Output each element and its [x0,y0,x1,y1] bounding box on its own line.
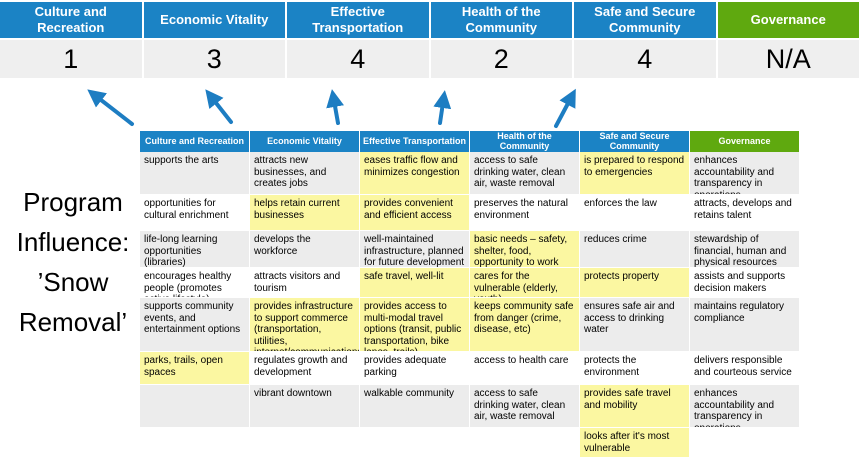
matrix-cell: regulates growth and development [250,352,360,385]
summary-value: 3 [143,40,285,78]
matrix-cell: attracts visitors and tourism [250,268,360,298]
up-left-arrow-icon [205,89,233,124]
matrix-cell: enforces the law [580,195,690,231]
matrix-header-cell: Effective Transportation [360,131,470,152]
matrix-cell: vibrant downtown [250,385,360,428]
matrix-cell: preserves the natural environment [470,195,580,231]
summary-value: 4 [287,40,429,78]
matrix-cell: provides safe travel and mobility [580,385,690,428]
up-left-arrow-icon [87,89,134,126]
matrix-cell: access to safe drinking water, clean air… [470,152,580,195]
up-arrow-icon [326,89,344,125]
summary-value: N/A [717,40,859,78]
matrix-cell: attracts new businesses, and creates job… [250,152,360,195]
matrix-cell: looks after it's most vulnerable [580,428,690,458]
matrix-cell: safe travel, well-lit [360,268,470,298]
summary-header-cell: Culture and Recreation [0,2,142,38]
summary-value: 2 [430,40,572,78]
matrix-cell [360,428,470,458]
program-label-line: Removal’ [18,307,128,337]
matrix-cell: eases traffic flow and minimizes congest… [360,152,470,195]
matrix-cell: life-long learning opportunities (librar… [140,231,250,268]
program-label-line: Program [23,187,123,217]
matrix-cell: well-maintained infrastructure, planned … [360,231,470,268]
matrix-cell [140,385,250,428]
matrix-cell: keeps community safe from danger (crime,… [470,298,580,352]
matrix-cell: opportunities for cultural enrichment [140,195,250,231]
summary-header-cell: Economic Vitality [143,2,285,38]
matrix-cell: encourages healthy people (promotes acti… [140,268,250,298]
matrix-cell: enhances accountability and transparency… [690,385,800,428]
matrix-cell: reduces crime [580,231,690,268]
matrix-cell: cares for the vulnerable (elderly, youth… [470,268,580,298]
matrix-cell: walkable community [360,385,470,428]
matrix-cell: provides adequate parking [360,352,470,385]
summary-header-cell: Effective Transportation [287,2,429,38]
program-label-line: Influence: [16,227,130,257]
matrix-cell [250,428,360,458]
matrix-cell: is prepared to respond to emergencies [580,152,690,195]
up-arrow-icon [433,90,452,125]
summary-values-row: 1 3 4 2 4 N/A [0,40,859,78]
matrix-cell: provides access to multi-modal travel op… [360,298,470,352]
priority-matrix-table: Culture and Recreation Economic Vitality E… [140,131,800,458]
matrix-cell: supports community events, and entertain… [140,298,250,352]
summary-header-cell: Health of the Community [430,2,572,38]
matrix-cell: delivers responsible and courteous servi… [690,352,800,385]
matrix-header-cell: Governance [690,131,800,152]
matrix-cell: protects property [580,268,690,298]
matrix-header-cell: Economic Vitality [250,131,360,152]
matrix-cell: attracts, develops and retains talent [690,195,800,231]
matrix-cell: develops the workforce [250,231,360,268]
matrix-cell: helps retain current businesses [250,195,360,231]
matrix-header-cell: Health of the Community [470,131,580,152]
summary-value: 4 [574,40,716,78]
matrix-cell: assists and supports decision makers [690,268,800,298]
matrix-cell: ensures safe air and access to drinking … [580,298,690,352]
summary-header-row: Culture and Recreation Economic Vitality E… [0,2,859,38]
up-right-arrow-icon [554,88,576,128]
matrix-cell: basic needs – safety, shelter, food, opp… [470,231,580,268]
summary-header-cell: Safe and Secure Community [574,2,716,38]
summary-value: 1 [0,40,142,78]
matrix-cell: provides infrastructure to support comme… [250,298,360,352]
matrix-header-cell: Culture and Recreation [140,131,250,152]
matrix-cell: access to safe drinking water, clean air… [470,385,580,428]
matrix-cell [690,428,800,458]
matrix-cell [140,428,250,458]
program-influence-label: Program Influence: ’Snow Removal’ [0,182,146,342]
matrix-header-cell: Safe and Secure Community [580,131,690,152]
summary-header-cell: Governance [717,2,859,38]
matrix-cell: protects the environment [580,352,690,385]
matrix-cell: maintains regulatory compliance [690,298,800,352]
matrix-cell: stewardship of financial, human and phys… [690,231,800,268]
matrix-cell: provides convenient and efficient access [360,195,470,231]
matrix-cell [470,428,580,458]
matrix-cell: supports the arts [140,152,250,195]
matrix-cell: parks, trails, open spaces [140,352,250,385]
matrix-cell: enhances accountability and transparency… [690,152,800,195]
matrix-cell: access to health care [470,352,580,385]
program-label-line: ’Snow [37,267,109,297]
